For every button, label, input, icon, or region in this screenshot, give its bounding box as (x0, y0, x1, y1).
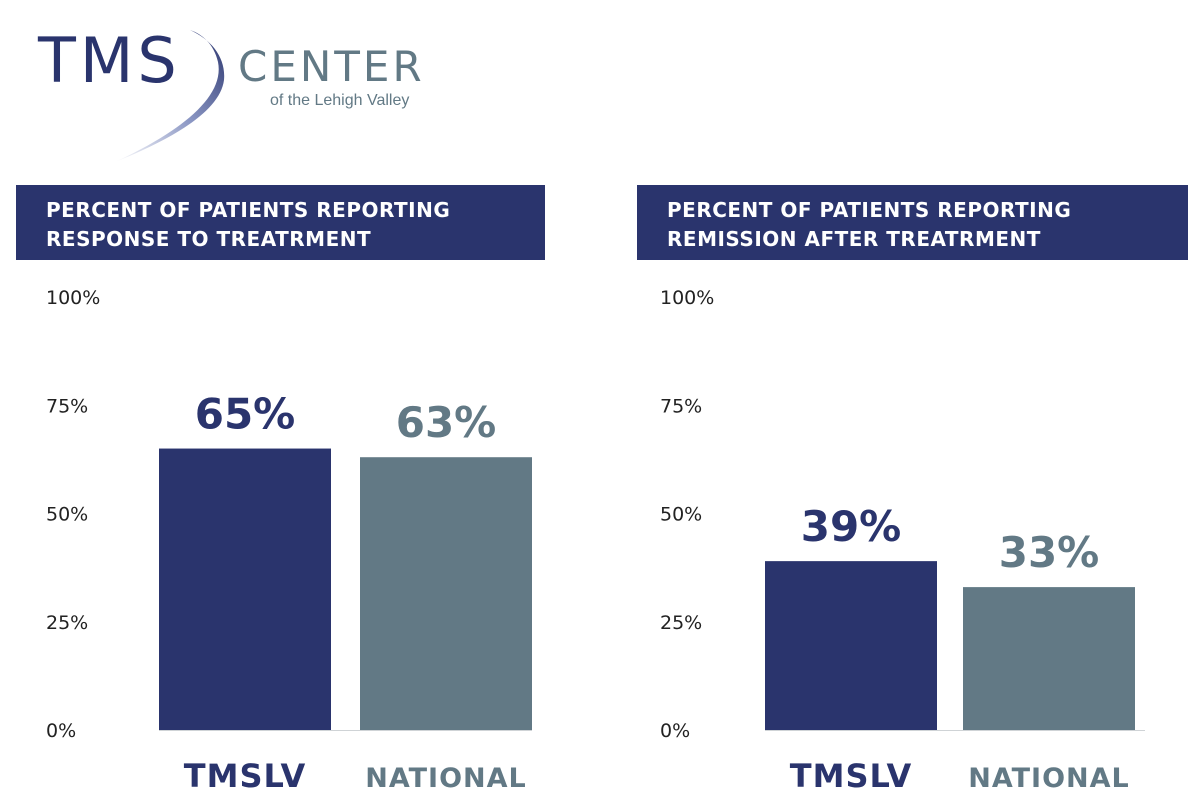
y-tick-label: 100% (46, 287, 100, 309)
y-tick-label: 0% (46, 720, 76, 742)
y-tick-label: 75% (660, 395, 702, 417)
bar-value-label: 39% (801, 502, 902, 551)
chart-title-line-1: PERCENT OF PATIENTS REPORTING (667, 198, 1072, 222)
y-tick-label: 100% (660, 287, 714, 309)
chart-title-line-2: REMISSION AFTER TREATRMENT (667, 227, 1041, 251)
logo-swoosh-icon (115, 30, 225, 162)
category-label: NATIONAL (968, 763, 1130, 794)
response-chart: PERCENT OF PATIENTS REPORTING RESPONSE T… (16, 185, 545, 795)
chart-title: PERCENT OF PATIENTS REPORTING REMISSION … (637, 185, 1188, 260)
remission-chart-plot: 0% 25% 50% 75% 100% 39% TMSLV 33% NATIONAL (660, 287, 1145, 795)
y-tick-label: 25% (660, 612, 702, 634)
remission-chart: PERCENT OF PATIENTS REPORTING REMISSION … (637, 185, 1188, 795)
bar-value-label: 65% (195, 390, 296, 439)
category-label: TMSLV (790, 757, 912, 795)
y-tick-label: 25% (46, 612, 88, 634)
chart-title-line-2: RESPONSE TO TREATRMENT (46, 227, 372, 251)
bar-tmslv (159, 448, 331, 730)
logo: TMS CENTER of the Lehigh Valley (30, 22, 470, 172)
y-tick-label: 50% (660, 504, 702, 526)
bar-tmslv (765, 561, 937, 730)
bar-national (360, 457, 532, 730)
category-label: NATIONAL (365, 763, 527, 794)
logo-primary-text: TMS (38, 24, 181, 97)
y-tick-label: 75% (46, 395, 88, 417)
y-tick-label: 0% (660, 720, 690, 742)
bar-national (963, 587, 1135, 730)
bar-value-label: 63% (396, 398, 497, 447)
y-tick-label: 50% (46, 504, 88, 526)
bar-value-label: 33% (999, 528, 1100, 577)
logo-secondary-text: CENTER (238, 42, 425, 91)
chart-title-line-1: PERCENT OF PATIENTS REPORTING (46, 198, 451, 222)
chart-title: PERCENT OF PATIENTS REPORTING RESPONSE T… (16, 185, 545, 260)
response-chart-plot: 0% 25% 50% 75% 100% 65% TMSLV 63% NATIONAL (46, 287, 532, 795)
category-label: TMSLV (184, 757, 306, 795)
logo-tagline: of the Lehigh Valley (270, 92, 410, 109)
